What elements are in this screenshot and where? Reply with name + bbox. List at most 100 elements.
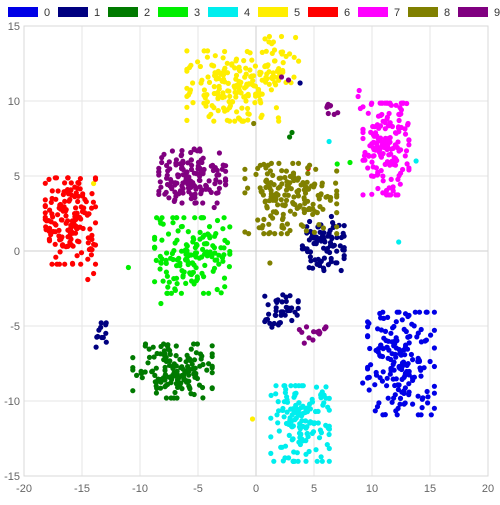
legend-swatch	[108, 7, 138, 17]
data-point	[264, 205, 270, 211]
data-point	[177, 356, 183, 363]
data-point	[57, 202, 63, 208]
data-point	[317, 193, 323, 199]
data-point	[157, 179, 163, 185]
data-point	[356, 87, 362, 94]
data-point	[406, 165, 412, 171]
data-point	[271, 320, 277, 327]
data-point	[370, 123, 376, 130]
data-point	[69, 260, 76, 266]
data-point	[47, 225, 53, 231]
data-point	[285, 77, 292, 83]
data-point	[192, 215, 198, 221]
data-point	[232, 118, 238, 124]
data-point	[402, 131, 409, 137]
data-point	[242, 190, 248, 196]
data-point	[380, 178, 386, 184]
data-point	[225, 88, 231, 94]
data-point	[259, 225, 265, 231]
data-point	[211, 105, 217, 111]
data-point	[264, 63, 270, 69]
data-point	[304, 431, 310, 437]
data-point	[201, 241, 207, 247]
data-point	[273, 308, 279, 314]
data-point	[278, 231, 284, 237]
data-point	[388, 365, 394, 372]
data-point	[46, 176, 52, 182]
data-point	[378, 154, 384, 160]
legend-label: 2	[144, 7, 150, 19]
data-point	[296, 187, 302, 193]
data-point	[42, 197, 48, 203]
data-point	[286, 421, 292, 427]
legend-label: 6	[344, 7, 350, 19]
data-point	[233, 94, 239, 100]
data-point	[221, 275, 228, 281]
data-point	[180, 172, 186, 178]
data-point	[192, 195, 198, 201]
data-point	[208, 189, 214, 195]
data-point	[187, 366, 193, 372]
data-point	[275, 399, 281, 405]
data-point	[225, 80, 231, 86]
data-point	[165, 231, 172, 237]
data-point	[361, 153, 368, 159]
data-point	[425, 400, 431, 406]
data-point	[278, 444, 284, 450]
data-point	[399, 317, 405, 323]
data-point	[266, 33, 272, 40]
data-point	[224, 60, 230, 66]
data-point	[180, 180, 186, 186]
data-point	[386, 185, 392, 191]
data-point	[365, 364, 371, 370]
data-point	[314, 458, 320, 464]
data-point	[388, 176, 394, 182]
data-point	[151, 354, 157, 360]
data-point	[314, 210, 320, 216]
data-point	[187, 357, 194, 364]
data-point	[211, 118, 217, 124]
data-point	[289, 129, 295, 136]
data-point	[90, 199, 96, 205]
data-point	[415, 393, 421, 399]
data-point	[163, 257, 169, 263]
data-point	[326, 407, 332, 413]
data-point	[427, 358, 433, 365]
legend-label: 0	[44, 7, 50, 19]
data-point	[175, 228, 181, 234]
data-point	[202, 95, 208, 101]
data-point	[313, 447, 319, 453]
data-point	[282, 312, 288, 318]
data-point	[167, 166, 173, 172]
data-point	[207, 249, 213, 255]
data-point	[393, 345, 399, 351]
data-point	[283, 187, 290, 193]
data-point	[394, 338, 400, 344]
data-point	[373, 369, 379, 376]
data-point	[360, 380, 366, 386]
data-point	[296, 424, 303, 430]
data-point	[73, 205, 79, 211]
data-point	[390, 376, 396, 382]
data-point	[174, 180, 180, 186]
data-point	[282, 455, 288, 461]
data-point	[164, 181, 171, 188]
data-point	[167, 176, 174, 183]
data-point	[158, 184, 164, 190]
data-point	[326, 431, 332, 438]
data-point	[275, 192, 281, 198]
data-point	[74, 253, 80, 259]
data-point	[268, 87, 274, 93]
data-point	[406, 340, 412, 346]
data-point	[173, 275, 180, 281]
data-point	[184, 169, 190, 175]
data-point	[338, 267, 344, 274]
data-point	[251, 83, 257, 89]
data-point	[193, 254, 199, 260]
data-point	[130, 355, 136, 361]
data-point	[309, 396, 315, 402]
data-point	[393, 192, 399, 198]
data-point	[142, 343, 148, 349]
data-point	[394, 412, 400, 418]
legend-item-0: 0	[8, 7, 50, 19]
